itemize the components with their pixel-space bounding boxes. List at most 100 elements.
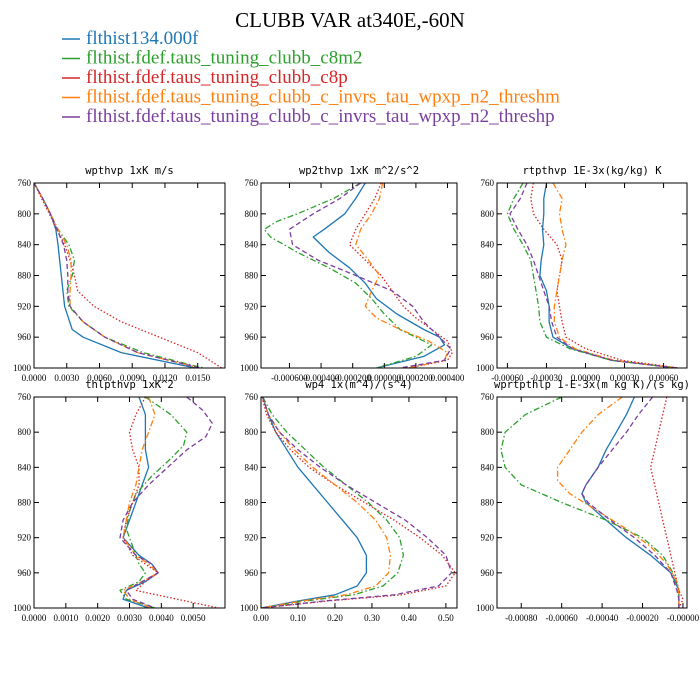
- y-tick-label: 760: [18, 178, 32, 188]
- x-tick-label: -0.000200: [334, 373, 371, 383]
- x-tick-label: -0.000600: [271, 373, 308, 383]
- legend-entry: flthist.fdef.taus_tuning_clubb_c8p: [62, 67, 348, 88]
- y-tick-label: 760: [481, 392, 495, 402]
- panel-title: wp2thvp 1xK m^2/s^2: [299, 165, 419, 177]
- y-tick-label: 800: [245, 209, 259, 219]
- legend-label: flthist.fdef.taus_tuning_clubb_c8p: [86, 67, 348, 88]
- y-tick-label: 920: [245, 301, 259, 311]
- series-line: [261, 397, 392, 608]
- x-tick-label: 0.00000: [571, 373, 601, 383]
- y-tick-label: 1000: [240, 603, 259, 613]
- y-tick-label: 1000: [240, 363, 259, 373]
- y-tick-label: 760: [481, 178, 495, 188]
- legend-entry: flthist134.000f: [62, 28, 199, 49]
- y-tick-label: 960: [18, 568, 32, 578]
- x-tick-label: -0.00020: [626, 613, 659, 623]
- y-tick-label: 920: [481, 301, 495, 311]
- x-tick-label: 0.00030: [610, 373, 640, 383]
- x-tick-label: -0.00060: [546, 613, 579, 623]
- y-tick-label: 920: [245, 533, 259, 543]
- series-line: [261, 397, 368, 608]
- x-tick-label: 0.0050: [181, 613, 206, 623]
- chart-panel: wprtpthlp 1-E-3x(m kg K)/(s kg)760 800 840…: [476, 379, 700, 623]
- x-tick-label: 0.0150: [185, 373, 210, 383]
- y-tick-label: 1000: [13, 363, 32, 373]
- x-tick-label: -0.00030: [530, 373, 563, 383]
- y-tick-label: 960: [18, 332, 32, 342]
- panel-title: wpthvp 1xK m/s: [85, 165, 174, 177]
- series-line: [581, 397, 680, 608]
- series-line: [34, 183, 201, 368]
- x-tick-label: 0.000200: [399, 373, 433, 383]
- y-tick-label: 760: [245, 392, 259, 402]
- y-tick-label: 920: [18, 301, 32, 311]
- y-tick-label: 960: [481, 332, 495, 342]
- y-tick-label: 840: [481, 462, 495, 472]
- y-tick-label: 960: [245, 332, 259, 342]
- y-tick-label: 840: [481, 240, 495, 250]
- legend-label: flthist.fdef.taus_tuning_clubb_c_invrs_t…: [86, 87, 560, 108]
- legend-label: flthist.fdef.taus_tuning_clubb_c8m2: [86, 48, 363, 69]
- y-tick-label: 880: [481, 498, 495, 508]
- series-line: [261, 397, 456, 608]
- y-tick-label: 1000: [13, 603, 32, 613]
- legend: flthist134.000fflthist.fdef.taus_tuning_…: [62, 28, 560, 127]
- legend-label: flthist134.000f: [86, 28, 199, 49]
- series-group: [119, 397, 219, 608]
- x-tick-label: 0.0060: [87, 373, 112, 383]
- x-tick-label: 0.0020: [85, 613, 110, 623]
- y-tick-label: 880: [481, 271, 495, 281]
- series-line: [552, 183, 677, 368]
- series-group: [263, 183, 453, 368]
- series-line: [649, 397, 684, 608]
- series-line: [355, 183, 449, 368]
- x-tick-label: 0.0000: [22, 613, 47, 623]
- legend-entry: flthist.fdef.taus_tuning_clubb_c_invrs_t…: [62, 87, 560, 108]
- y-tick-label: 800: [18, 209, 32, 219]
- x-tick-label: 0.40: [401, 613, 417, 623]
- x-tick-label: 0.000000: [367, 373, 401, 383]
- x-tick-label: 0.0120: [153, 373, 178, 383]
- x-tick-label: 0.50: [438, 613, 454, 623]
- legend-entry: flthist.fdef.taus_tuning_clubb_c_invrs_t…: [62, 106, 555, 127]
- x-tick-label: 0.10: [290, 613, 306, 623]
- y-tick-label: 960: [245, 568, 259, 578]
- x-tick-label: -0.000400: [303, 373, 340, 383]
- y-tick-label: 840: [245, 462, 259, 472]
- y-tick-label: 920: [18, 533, 32, 543]
- x-tick-label: 0.000400: [431, 373, 465, 383]
- series-group: [261, 397, 456, 608]
- x-tick-label: 0.0010: [53, 613, 78, 623]
- y-tick-label: 1000: [476, 363, 495, 373]
- y-tick-label: 800: [481, 209, 495, 219]
- x-tick-label: 0.30: [364, 613, 380, 623]
- y-tick-label: 880: [18, 271, 32, 281]
- y-tick-label: 960: [481, 568, 495, 578]
- chart-panel: wp4 1x(m^4)/(s^4)76080084088092096010000…: [240, 379, 458, 623]
- series-line: [122, 397, 219, 608]
- series-line: [506, 183, 677, 368]
- panels: wpthvp 1xK m/s76080084088092096010000.00…: [13, 165, 700, 623]
- y-tick-label: 760: [18, 392, 32, 402]
- chart-panel: wpthvp 1xK m/s76080084088092096010000.00…: [13, 165, 226, 383]
- series-line: [119, 397, 213, 608]
- series-line: [122, 397, 159, 608]
- series-line: [581, 397, 680, 608]
- x-tick-label: -0.00060: [491, 373, 524, 383]
- series-line: [312, 183, 446, 368]
- series-line: [509, 183, 677, 368]
- y-tick-label: 840: [18, 462, 32, 472]
- x-tick-label: 0.0030: [117, 613, 142, 623]
- legend-entry: flthist.fdef.taus_tuning_clubb_c8m2: [62, 48, 363, 69]
- y-tick-label: 760: [245, 178, 259, 188]
- x-tick-label: 0.0030: [54, 373, 79, 383]
- panel-title: thlpthvp 1xK^2: [85, 379, 174, 391]
- panel-title: wp4 1x(m^4)/(s^4): [305, 379, 412, 391]
- y-tick-label: 920: [481, 533, 495, 543]
- series-line: [500, 397, 680, 608]
- series-line: [119, 397, 188, 608]
- x-tick-label: -0.00040: [586, 613, 619, 623]
- series-group: [34, 183, 223, 368]
